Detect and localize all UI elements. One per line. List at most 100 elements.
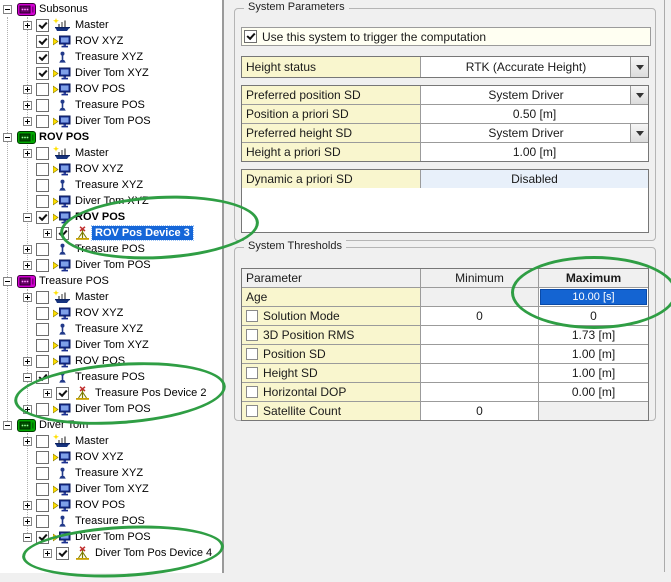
tree-item-diver-tom-xyz[interactable]: Diver Tom XYZ	[0, 65, 222, 81]
tree-item-rov-pos[interactable]: ROV POS	[0, 129, 222, 145]
tree-item-master[interactable]: Master	[0, 17, 222, 33]
threshold-max-cell[interactable]: 1.73 [m]	[539, 326, 648, 344]
tree-checkbox[interactable]	[56, 546, 69, 560]
param-value[interactable]: System Driver	[421, 86, 648, 104]
expand-plus-icon[interactable]	[23, 20, 32, 30]
collapse-minus-icon[interactable]	[23, 372, 32, 382]
dropdown-button[interactable]	[630, 86, 648, 104]
tree-item-diver-tom-pos[interactable]: Diver Tom POS	[0, 257, 222, 273]
tree-item-label[interactable]: Treasure XYZ	[75, 323, 144, 335]
tree-item-label[interactable]: Diver Tom	[39, 419, 89, 431]
tree-item-diver-tom-pos[interactable]: Diver Tom POS	[0, 529, 222, 545]
tree-checkbox[interactable]	[36, 162, 49, 176]
tree-checkbox[interactable]	[36, 290, 49, 304]
tree-item-label[interactable]: Treasure XYZ	[75, 467, 144, 479]
tree-item-diver-tom-pos[interactable]: Diver Tom POS	[0, 401, 222, 417]
threshold-max-cell[interactable]: 10.00 [s]	[539, 288, 648, 306]
selected-max-value[interactable]: 10.00 [s]	[540, 289, 647, 305]
threshold-min-cell[interactable]	[421, 326, 539, 344]
threshold-min-cell[interactable]	[421, 364, 539, 382]
tree-item-label[interactable]: Master	[75, 435, 109, 447]
tree-item-label[interactable]: Treasure POS	[75, 99, 145, 111]
tree-checkbox[interactable]	[36, 354, 49, 368]
expand-plus-icon[interactable]	[23, 404, 32, 414]
threshold-max-cell[interactable]: 0.00 [m]	[539, 383, 648, 401]
tree-item-subsonus[interactable]: Subsonus	[0, 1, 222, 17]
threshold-checkbox[interactable]	[246, 386, 258, 398]
trigger-computation-field[interactable]: Use this system to trigger the computati…	[241, 27, 651, 46]
tree-item-rov-xyz[interactable]: ROV XYZ	[0, 449, 222, 465]
tree-item-label[interactable]: Diver Tom XYZ	[75, 195, 149, 207]
threshold-max-cell[interactable]: 1.00 [m]	[539, 345, 648, 363]
expand-plus-icon[interactable]	[23, 148, 32, 158]
tree-item-diver-tom-pos[interactable]: Diver Tom POS	[0, 113, 222, 129]
threshold-max-cell[interactable]: 0	[539, 307, 648, 325]
tree-item-label[interactable]: Treasure POS	[75, 515, 145, 527]
tree-item-label[interactable]: Treasure XYZ	[75, 179, 144, 191]
tree-item-diver-tom[interactable]: Diver Tom	[0, 417, 222, 433]
param-value[interactable]: System Driver	[421, 124, 648, 142]
tree-checkbox[interactable]	[36, 18, 49, 32]
tree-item-label[interactable]: Diver Tom POS	[75, 403, 151, 415]
tree-item-label[interactable]: Diver Tom XYZ	[75, 483, 149, 495]
collapse-minus-icon[interactable]	[3, 132, 12, 142]
expand-plus-icon[interactable]	[23, 100, 32, 110]
tree-item-rov-pos[interactable]: ROV POS	[0, 81, 222, 97]
tree-checkbox[interactable]	[36, 370, 49, 384]
tree-item-label[interactable]: ROV XYZ	[75, 451, 124, 463]
threshold-min-cell[interactable]	[421, 345, 539, 363]
tree-item-diver-tom-pos-device-4[interactable]: Diver Tom Pos Device 4	[0, 545, 222, 561]
tree-checkbox[interactable]	[36, 482, 49, 496]
trigger-checkbox[interactable]	[244, 30, 257, 43]
tree-checkbox[interactable]	[36, 498, 49, 512]
param-value[interactable]: RTK (Accurate Height)	[421, 57, 648, 77]
collapse-minus-icon[interactable]	[3, 4, 12, 14]
tree-item-diver-tom-xyz[interactable]: Diver Tom XYZ	[0, 337, 222, 353]
tree-item-label[interactable]: ROV XYZ	[75, 163, 124, 175]
threshold-checkbox[interactable]	[246, 310, 258, 322]
threshold-checkbox[interactable]	[246, 367, 258, 379]
threshold-checkbox[interactable]	[246, 405, 258, 417]
tree-item-rov-xyz[interactable]: ROV XYZ	[0, 161, 222, 177]
tree-checkbox[interactable]	[36, 66, 49, 80]
tree-item-treasure-xyz[interactable]: Treasure XYZ	[0, 177, 222, 193]
tree-checkbox[interactable]	[36, 114, 49, 128]
tree-item-treasure-pos[interactable]: Treasure POS	[0, 97, 222, 113]
expand-plus-icon[interactable]	[43, 388, 52, 398]
tree-checkbox[interactable]	[36, 402, 49, 416]
tree-item-treasure-pos-device-2[interactable]: Treasure Pos Device 2	[0, 385, 222, 401]
tree-checkbox[interactable]	[36, 210, 49, 224]
dropdown-button[interactable]	[630, 57, 648, 77]
tree-item-label[interactable]: Subsonus	[39, 3, 88, 15]
collapse-minus-icon[interactable]	[3, 276, 12, 286]
param-value[interactable]: 0.50 [m]	[421, 105, 648, 123]
tree-checkbox[interactable]	[36, 466, 49, 480]
tree-item-label[interactable]: Master	[75, 147, 109, 159]
expand-plus-icon[interactable]	[43, 548, 52, 558]
tree-checkbox[interactable]	[36, 98, 49, 112]
tree-checkbox[interactable]	[36, 242, 49, 256]
tree-item-treasure-pos[interactable]: Treasure POS	[0, 513, 222, 529]
param-value[interactable]: 1.00 [m]	[421, 143, 648, 161]
tree-item-label[interactable]: Diver Tom POS	[75, 259, 151, 271]
dropdown-button[interactable]	[630, 124, 648, 142]
tree-item-rov-pos[interactable]: ROV POS	[0, 209, 222, 225]
tree-item-label[interactable]: Master	[75, 291, 109, 303]
threshold-min-cell[interactable]: 0	[421, 307, 539, 325]
tree-checkbox[interactable]	[36, 82, 49, 96]
tree-item-label[interactable]: Treasure Pos Device 2	[95, 387, 207, 399]
tree-item-label[interactable]: ROV POS	[75, 211, 126, 223]
tree-item-label[interactable]: ROV XYZ	[75, 307, 124, 319]
threshold-max-cell[interactable]: 1.00 [m]	[539, 364, 648, 382]
tree-checkbox[interactable]	[36, 306, 49, 320]
tree-checkbox[interactable]	[36, 178, 49, 192]
tree-item-label[interactable]: ROV Pos Device 3	[91, 225, 194, 241]
tree-item-label[interactable]: Diver Tom XYZ	[75, 339, 149, 351]
expand-plus-icon[interactable]	[23, 500, 32, 510]
expand-plus-icon[interactable]	[23, 356, 32, 366]
threshold-checkbox[interactable]	[246, 348, 258, 360]
tree-checkbox[interactable]	[56, 386, 69, 400]
tree-item-master[interactable]: Master	[0, 289, 222, 305]
threshold-max-cell[interactable]	[539, 402, 648, 420]
tree-item-treasure-xyz[interactable]: Treasure XYZ	[0, 49, 222, 65]
